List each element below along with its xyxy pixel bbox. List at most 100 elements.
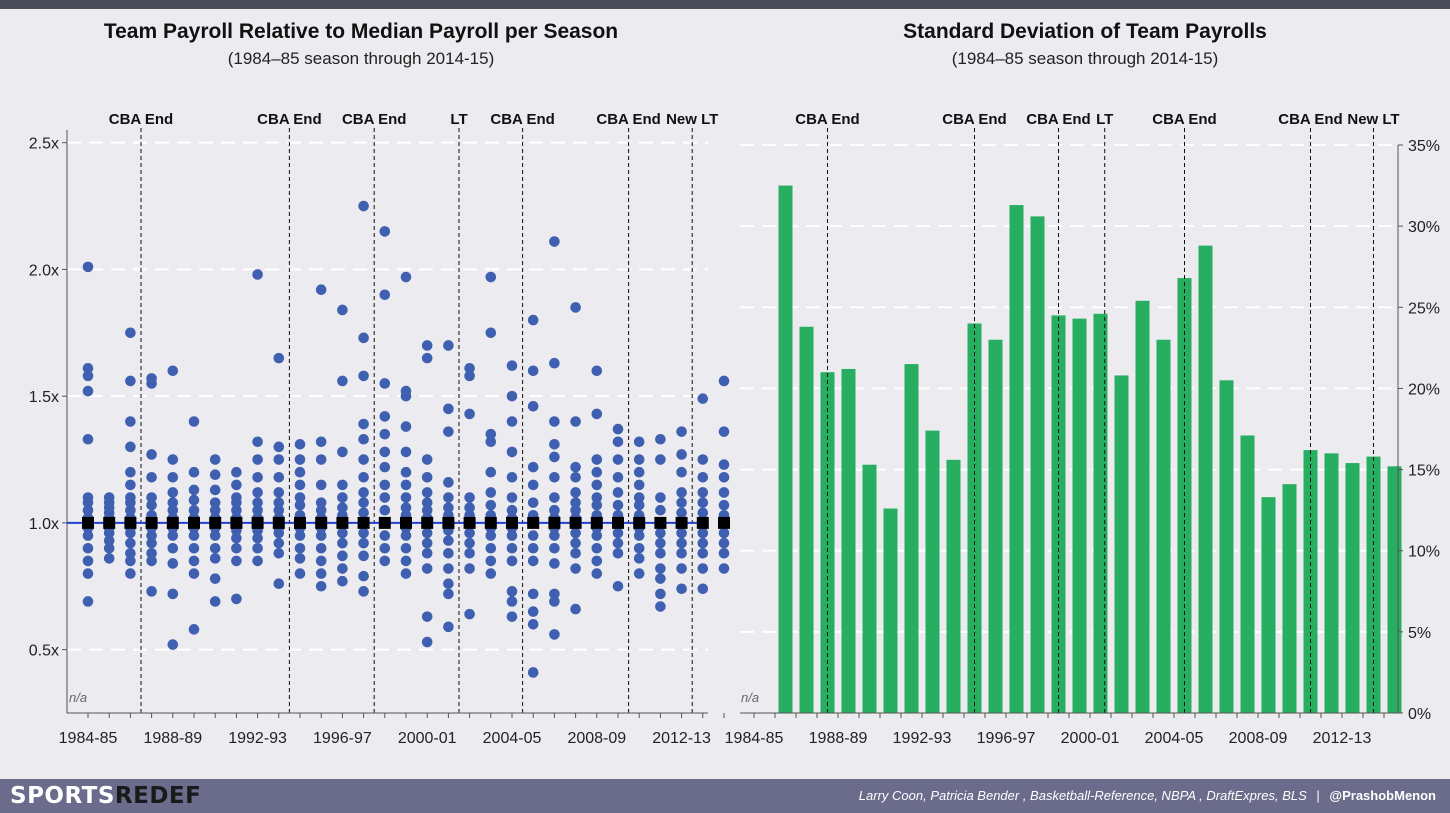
team-payroll-dot: [400, 479, 412, 491]
team-payroll-dot: [337, 492, 348, 503]
median-marker: [336, 516, 349, 529]
sportsredef-logo[interactable]: SPORTSREDEF: [10, 783, 201, 809]
credits-separator: |: [1316, 788, 1320, 803]
team-payroll-dot: [549, 357, 560, 369]
team-payroll-dot: [697, 583, 709, 595]
twitter-handle[interactable]: @PrashobMenon: [1329, 788, 1436, 803]
team-payroll-dot: [506, 611, 518, 622]
team-payroll-dot: [591, 555, 603, 567]
bar-y-tick-label: 35%: [1408, 138, 1440, 155]
median-marker: [124, 516, 137, 529]
team-payroll-dot: [167, 530, 179, 541]
median-marker: [188, 516, 200, 529]
median-marker: [484, 516, 497, 529]
median-marker: [378, 516, 391, 529]
team-payroll-dot: [146, 586, 157, 597]
team-payroll-dot: [315, 454, 327, 465]
team-payroll-dot: [697, 507, 709, 519]
payroll-sd-bar: [946, 459, 961, 713]
sources-text: Larry Coon, Patricia Bender , Basketball…: [858, 788, 1307, 803]
team-payroll-dot: [82, 370, 94, 382]
scatter-event-label: CBA End: [490, 111, 554, 128]
team-payroll-dot: [315, 436, 327, 448]
team-payroll-dot: [421, 527, 433, 539]
payroll-sd-bar: [925, 430, 940, 713]
team-payroll-dot: [358, 570, 369, 582]
team-payroll-dot: [443, 477, 454, 488]
team-payroll-dot: [252, 269, 263, 280]
team-payroll-dot: [188, 530, 200, 541]
team-payroll-dot: [167, 471, 179, 483]
team-payroll-dot: [443, 535, 454, 546]
team-payroll-dot: [400, 530, 412, 541]
team-payroll-dot: [400, 466, 412, 478]
team-payroll-dot: [549, 629, 560, 640]
team-payroll-dot: [612, 436, 624, 448]
team-payroll-dot: [188, 416, 200, 427]
team-payroll-dot: [633, 436, 645, 448]
footer-credits: Larry Coon, Patricia Bender , Basketball…: [859, 788, 1436, 803]
bar-y-tick-label: 10%: [1408, 544, 1440, 561]
bar-na-label: n/a: [741, 690, 759, 705]
brand-part1: SPORTS: [10, 783, 115, 809]
team-payroll-dot: [485, 530, 497, 541]
team-payroll-dot: [718, 499, 730, 511]
team-payroll-dot: [655, 548, 666, 559]
bar-x-tick-label: 2004-05: [1145, 730, 1204, 747]
team-payroll-dot: [443, 492, 454, 503]
team-payroll-dot: [464, 563, 475, 574]
team-payroll-dot: [506, 542, 518, 554]
team-payroll-dot: [443, 548, 454, 559]
median-marker: [357, 516, 370, 529]
team-payroll-dot: [697, 548, 709, 559]
team-payroll-dot: [655, 527, 666, 539]
team-payroll-dot: [337, 502, 348, 513]
median-marker: [82, 516, 94, 529]
payroll-sd-bar: [862, 464, 877, 713]
team-payroll-dot: [146, 555, 157, 567]
payroll-sd-bar: [778, 185, 793, 714]
median-marker: [506, 516, 518, 529]
team-payroll-dot: [612, 423, 624, 435]
team-payroll-dot: [209, 469, 221, 481]
team-payroll-dot: [591, 542, 603, 554]
team-payroll-dot: [421, 636, 433, 648]
team-payroll-dot: [718, 375, 730, 387]
team-payroll-dot: [252, 542, 263, 554]
team-payroll-dot: [358, 370, 369, 382]
median-marker: [675, 516, 688, 529]
team-payroll-dot: [655, 573, 666, 584]
team-payroll-dot: [167, 639, 179, 650]
bar-event-label: New LT: [1347, 111, 1399, 128]
team-payroll-dot: [379, 446, 391, 458]
team-payroll-dot: [82, 362, 94, 374]
team-payroll-dot: [379, 289, 391, 301]
team-payroll-dot: [125, 416, 136, 427]
team-payroll-dot: [273, 441, 285, 453]
team-payroll-dot: [252, 454, 263, 465]
payroll-sd-bar: [883, 508, 898, 713]
team-payroll-dot: [358, 550, 369, 562]
top-band: [0, 0, 1450, 9]
team-payroll-dot: [612, 454, 624, 465]
median-marker: [272, 516, 285, 529]
team-payroll-dot: [676, 548, 687, 559]
team-payroll-dot: [252, 532, 263, 544]
median-marker: [696, 516, 709, 529]
team-payroll-dot: [231, 532, 242, 544]
team-payroll-dot: [337, 550, 348, 562]
team-payroll-dot: [485, 542, 497, 554]
team-payroll-dot: [379, 555, 391, 567]
scatter-chart: Team Payroll Relative to Median Payroll …: [29, 20, 730, 747]
team-payroll-dot: [570, 603, 581, 615]
team-payroll-dot: [400, 555, 412, 567]
team-payroll-dot: [549, 504, 560, 516]
team-payroll-dot: [294, 542, 306, 554]
scatter-y-tick-label: 1.0x: [29, 516, 59, 533]
median-marker: [442, 516, 455, 529]
team-payroll-dot: [379, 479, 391, 491]
bar-event-label: LT: [1096, 111, 1113, 128]
bar-event-label: CBA End: [942, 111, 1006, 128]
team-payroll-dot: [549, 542, 560, 554]
team-payroll-dot: [379, 226, 391, 237]
